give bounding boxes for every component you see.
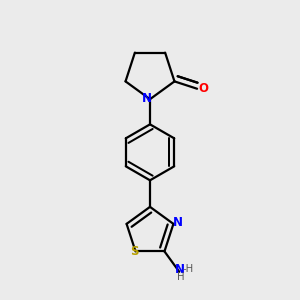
Text: N: N <box>142 92 152 105</box>
Text: N: N <box>172 217 182 230</box>
Text: S: S <box>130 245 138 258</box>
Text: -H: -H <box>182 264 194 274</box>
Text: H: H <box>177 272 185 282</box>
Text: N: N <box>175 263 185 276</box>
Text: O: O <box>199 82 208 95</box>
